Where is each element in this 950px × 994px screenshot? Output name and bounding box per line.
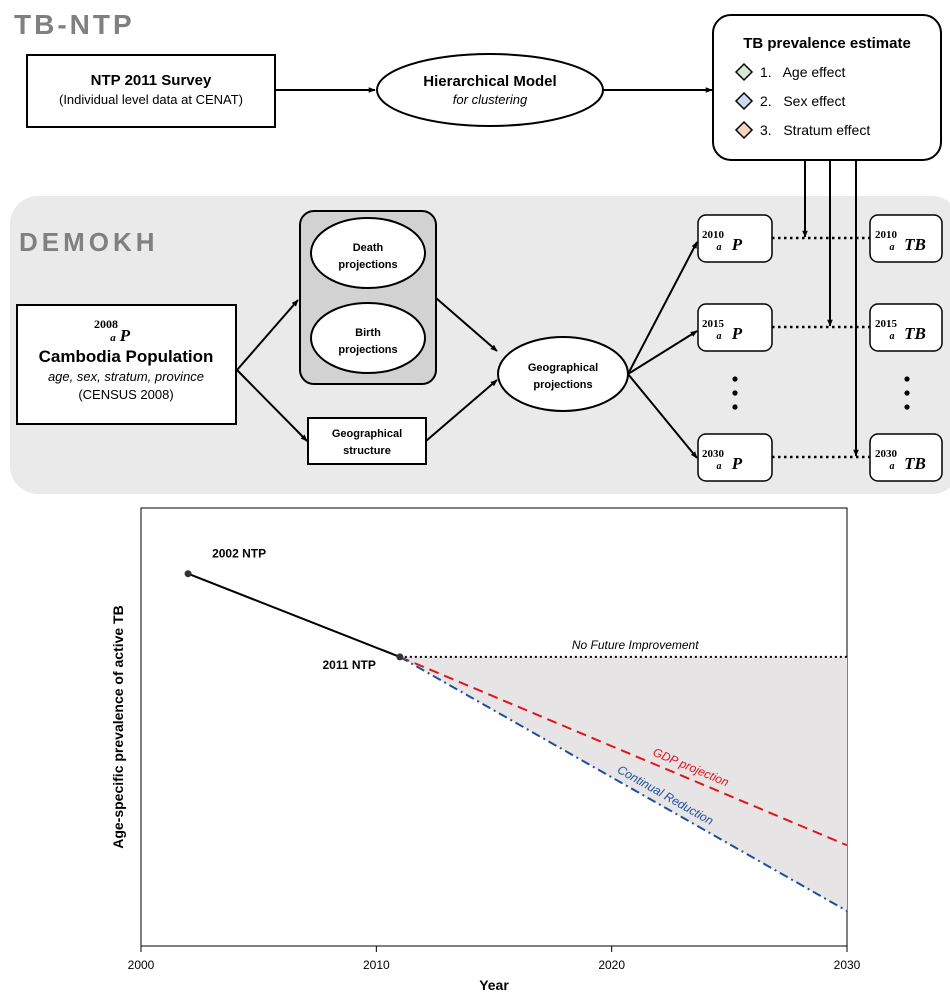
svg-text:a: a (890, 242, 895, 253)
svg-text:2030: 2030 (875, 448, 898, 460)
demokh-title: DEMOKH (19, 227, 159, 257)
svg-text:TB: TB (904, 454, 926, 473)
series-line-gdp-projection (399, 655, 848, 847)
effect-item-sex: 2. Sex effect (734, 91, 845, 111)
geographical-structure-box: Geographical structure (307, 417, 427, 465)
arrow-geo-to-p2010 (627, 241, 698, 375)
svg-text:Birth: Birth (355, 327, 381, 339)
svg-text:2010: 2010 (875, 229, 898, 241)
arrow-geo-to-p2030 (627, 373, 698, 459)
geographical-projections-ellipse: Geographical projections (497, 336, 629, 412)
svg-text:Geographical: Geographical (332, 428, 402, 440)
population-title: Cambodia Population (39, 347, 214, 366)
svg-text:2030: 2030 (702, 448, 725, 460)
x-tick-label-2020: 2020 (598, 958, 625, 972)
tb-ntp-title: TB-NTP (14, 9, 135, 40)
arrow-vital-to-geo (435, 297, 498, 352)
svg-text:a: a (717, 461, 722, 472)
arrow-pop-to-vital (236, 299, 299, 371)
svg-text:a: a (110, 332, 116, 344)
vital-projections-group: Death projections Birth projections (299, 210, 437, 385)
svg-text:TB: TB (904, 235, 926, 254)
tb-box-2010: 2010 a TB (869, 214, 943, 263)
x-axis-label: Year (479, 977, 509, 993)
birth-projections-ellipse: Birth projections (310, 302, 426, 374)
model-subtitle: for clustering (453, 92, 528, 107)
survey-subtitle: (Individual level data at CENAT) (59, 92, 243, 107)
stratum-effect-label: 3. Stratum effect (760, 122, 870, 138)
survey-box: NTP 2011 Survey (Individual level data a… (26, 54, 276, 128)
estimate-to-tb-arrows (802, 160, 859, 457)
svg-text:TB: TB (904, 324, 926, 343)
svg-text:2015: 2015 (875, 318, 898, 330)
effect-item-stratum: 3. Stratum effect (734, 120, 870, 140)
hierarchical-model-ellipse: Hierarchical Model for clustering (376, 53, 604, 127)
population-source: (CENSUS 2008) (78, 387, 173, 402)
tb-ellipsis-dots (904, 376, 910, 410)
svg-text:Death: Death (353, 242, 384, 254)
prevalence-estimate-box: TB prevalence estimate 1. Age effect 2. … (712, 14, 942, 161)
data-point-2002-ntp (184, 570, 192, 578)
p-box-2030: 2030 a P (697, 433, 773, 482)
svg-text:structure: structure (343, 445, 391, 457)
historical-line (187, 572, 401, 658)
svg-text:projections: projections (338, 344, 397, 356)
survey-title: NTP 2011 Survey (91, 72, 212, 89)
p-to-tb-dotted-links (772, 236, 870, 459)
svg-text:P: P (119, 326, 131, 345)
svg-text:a: a (890, 461, 895, 472)
sex-effect-label: 2. Sex effect (760, 93, 845, 109)
svg-text:a: a (717, 242, 722, 253)
cambodia-population-box: 2008 a P Cambodia Population age, sex, s… (16, 304, 237, 425)
point-label-2002-ntp: 2002 NTP (212, 547, 266, 561)
x-tick-label-2030: 2030 (834, 958, 861, 972)
model-title: Hierarchical Model (423, 73, 556, 90)
svg-text:a: a (717, 331, 722, 342)
death-projections-ellipse: Death projections (310, 217, 426, 289)
x-axis-ticks: 2000 2010 2020 2030 (128, 946, 861, 972)
arrow-pop-to-structure (236, 369, 308, 442)
svg-text:P: P (731, 454, 743, 473)
population-attributes: age, sex, stratum, province (48, 369, 204, 384)
effect-item-age: 1. Age effect (734, 62, 845, 82)
svg-text:P: P (731, 235, 743, 254)
age-effect-label: 1. Age effect (760, 64, 845, 80)
tb-box-2030: 2030 a TB (869, 433, 943, 482)
svg-text:2015: 2015 (702, 318, 725, 330)
p-box-2015: 2015 a P (697, 303, 773, 352)
y-axis-label: Age-specific prevalence of active TB (110, 605, 126, 849)
svg-text:2008: 2008 (94, 317, 118, 331)
arrow-structure-to-geo (425, 379, 498, 442)
p-box-2010: 2010 a P (697, 214, 773, 263)
x-tick-label-2010: 2010 (363, 958, 390, 972)
x-tick-label-2000: 2000 (128, 958, 155, 972)
age-diamond-icon (734, 62, 754, 82)
prevalence-chart: 2002 NTP 2011 NTP No Future Improvement … (110, 507, 861, 993)
point-label-2011-ntp: 2011 NTP (322, 658, 375, 672)
stratum-diamond-icon (734, 120, 754, 140)
tb-box-2015: 2015 a TB (869, 303, 943, 352)
svg-text:Geographical: Geographical (528, 362, 598, 374)
svg-text:a: a (890, 331, 895, 342)
data-point-2011-ntp (396, 653, 404, 661)
sex-diamond-icon (734, 91, 754, 111)
p-ellipsis-dots (732, 376, 738, 410)
estimate-title: TB prevalence estimate (743, 35, 911, 52)
svg-text:P: P (731, 324, 743, 343)
demokh-panel (10, 196, 950, 494)
population-symbol: 2008 a P (94, 317, 131, 345)
svg-text:projections: projections (533, 379, 592, 391)
series-label-no-future-improvement: No Future Improvement (572, 638, 699, 652)
svg-text:projections: projections (338, 259, 397, 271)
svg-text:2010: 2010 (702, 229, 725, 241)
arrow-geo-to-p2015 (627, 330, 698, 375)
